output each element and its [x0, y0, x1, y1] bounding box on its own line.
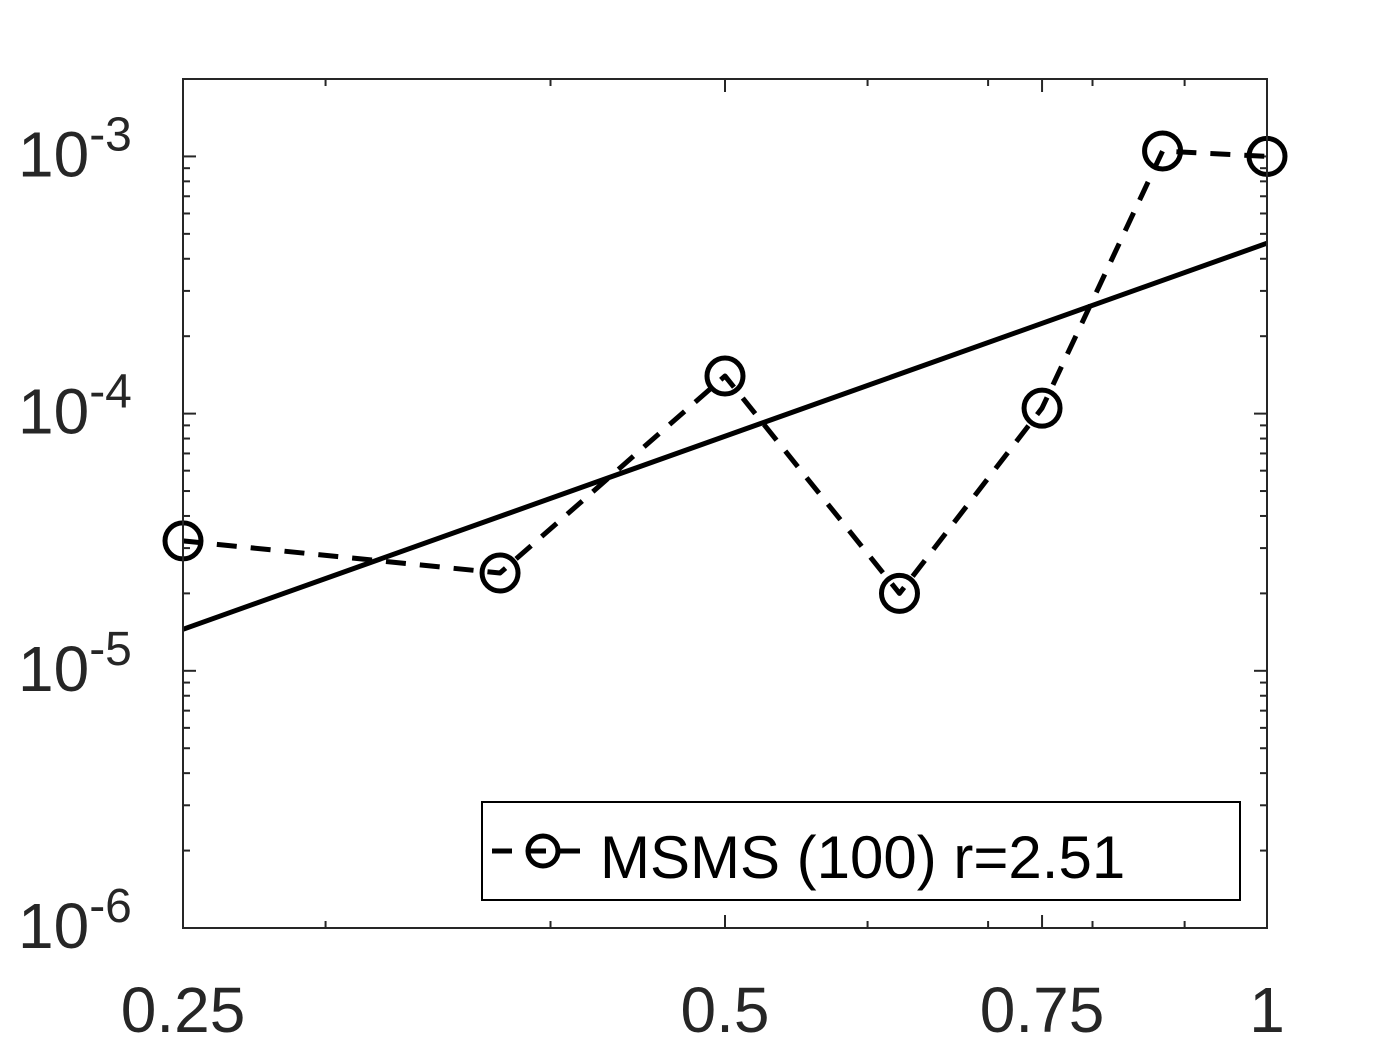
plot-area-background — [183, 79, 1267, 928]
series-msms-line — [182, 148, 1268, 596]
legend-entry-0: MSMS (100) r=2.51 — [600, 824, 1125, 891]
y-tick-label: 10-4 — [18, 366, 132, 448]
legend: MSMS (100) r=2.51 — [481, 801, 1241, 901]
y-tick-label: 10-3 — [18, 108, 132, 190]
x-tick-label: 1 — [1249, 974, 1285, 1046]
x-tick-label: 0.5 — [681, 974, 770, 1046]
plot-area-frame — [182, 78, 1268, 929]
y-tick-label: 10-6 — [18, 880, 132, 962]
data-point-marker — [479, 552, 521, 594]
legend-marker-sample — [525, 833, 561, 869]
data-point-marker — [1021, 387, 1063, 429]
data-point-marker — [878, 572, 920, 614]
x-tick-label: 0.25 — [121, 974, 246, 1046]
y-tick-labels: 10-6 10-5 10-4 10-3 — [18, 108, 132, 962]
legend-box — [481, 801, 1241, 901]
data-point-marker — [1142, 130, 1184, 172]
y-tick-label: 10-5 — [18, 623, 132, 705]
series-fit-line — [182, 240, 1268, 632]
data-point-marker — [704, 355, 746, 397]
x-tick-labels: 0.25 0.5 0.75 1 — [121, 974, 1285, 1046]
x-tick-label: 0.75 — [980, 974, 1105, 1046]
